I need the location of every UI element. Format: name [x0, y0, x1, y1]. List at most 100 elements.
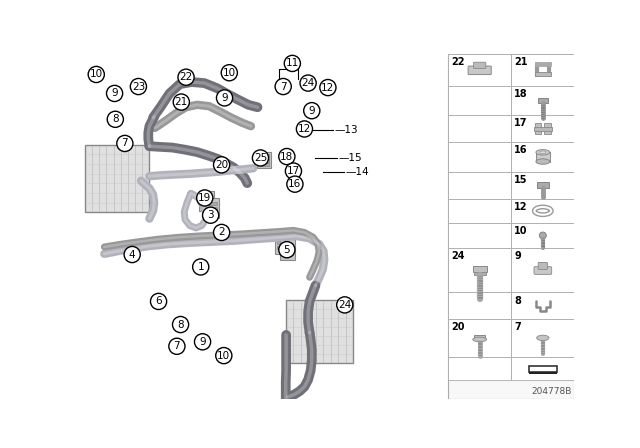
Text: 24: 24: [451, 251, 465, 261]
Bar: [535, 72, 550, 76]
Bar: [448, 172, 511, 198]
Circle shape: [296, 121, 312, 137]
Bar: [206, 207, 217, 210]
Bar: [535, 124, 541, 134]
Bar: [285, 300, 353, 363]
Bar: [448, 357, 511, 380]
Bar: [448, 54, 511, 86]
Circle shape: [169, 338, 185, 354]
Text: 7: 7: [280, 82, 287, 91]
Text: 15: 15: [515, 175, 528, 185]
Text: 12: 12: [321, 82, 335, 93]
Text: 7: 7: [173, 341, 180, 351]
Text: 10: 10: [90, 69, 103, 79]
Bar: [545, 124, 550, 134]
Bar: [538, 99, 548, 103]
Bar: [448, 54, 575, 399]
Bar: [201, 195, 212, 198]
Circle shape: [150, 293, 166, 310]
Circle shape: [173, 94, 189, 110]
Bar: [474, 335, 485, 340]
Circle shape: [252, 150, 269, 166]
Text: 3: 3: [207, 210, 214, 220]
Bar: [536, 152, 550, 162]
Text: 9: 9: [111, 88, 118, 99]
Bar: [511, 198, 575, 223]
Circle shape: [320, 79, 336, 96]
Text: 17: 17: [515, 118, 528, 129]
Circle shape: [202, 207, 219, 223]
Text: 10: 10: [515, 226, 528, 236]
Circle shape: [300, 75, 316, 91]
Bar: [511, 357, 575, 380]
Bar: [448, 198, 511, 223]
Text: 7: 7: [515, 322, 521, 332]
Text: —15: —15: [339, 153, 362, 163]
Bar: [448, 293, 511, 319]
Circle shape: [108, 111, 124, 127]
Text: 1: 1: [197, 262, 204, 272]
Bar: [511, 86, 575, 116]
Bar: [511, 319, 575, 357]
Bar: [277, 246, 288, 249]
Text: 8: 8: [515, 296, 521, 306]
Circle shape: [214, 224, 230, 241]
FancyBboxPatch shape: [474, 62, 486, 69]
Text: 12: 12: [298, 124, 311, 134]
Bar: [206, 202, 217, 205]
Text: 22: 22: [179, 72, 193, 82]
FancyBboxPatch shape: [538, 263, 547, 269]
Bar: [201, 200, 212, 203]
Text: —14: —14: [346, 167, 369, 177]
Ellipse shape: [536, 150, 550, 155]
Text: 204778B: 204778B: [531, 387, 572, 396]
Bar: [282, 252, 293, 255]
Ellipse shape: [536, 159, 550, 164]
Circle shape: [284, 56, 300, 72]
Ellipse shape: [473, 337, 486, 342]
Bar: [474, 272, 486, 275]
Bar: [86, 145, 148, 212]
Bar: [529, 372, 557, 374]
Text: 12: 12: [515, 202, 528, 211]
Circle shape: [124, 246, 140, 263]
Text: 21: 21: [175, 97, 188, 107]
Bar: [511, 142, 575, 172]
Text: 10: 10: [223, 68, 236, 78]
Bar: [448, 116, 511, 142]
Text: 8: 8: [177, 319, 184, 330]
Text: 23: 23: [132, 82, 145, 91]
Circle shape: [216, 348, 232, 364]
Bar: [534, 127, 552, 131]
Circle shape: [195, 334, 211, 350]
Circle shape: [116, 135, 133, 151]
Text: 5: 5: [284, 245, 290, 255]
Circle shape: [178, 69, 194, 85]
Bar: [81, 54, 448, 399]
Bar: [259, 163, 269, 166]
Bar: [511, 172, 575, 198]
Text: 9: 9: [199, 337, 206, 347]
Ellipse shape: [540, 151, 546, 154]
Text: 16: 16: [288, 179, 301, 189]
Text: 20: 20: [451, 322, 465, 332]
Circle shape: [172, 316, 189, 332]
Text: 7: 7: [122, 138, 128, 148]
Text: 21: 21: [515, 57, 528, 67]
Text: 17: 17: [287, 166, 300, 176]
Circle shape: [275, 78, 291, 95]
Text: 6: 6: [156, 297, 162, 306]
Circle shape: [193, 259, 209, 275]
Circle shape: [88, 66, 104, 82]
Text: 9: 9: [221, 93, 228, 103]
Bar: [282, 247, 293, 250]
Circle shape: [106, 86, 123, 102]
Bar: [473, 266, 486, 272]
Bar: [275, 231, 290, 254]
Bar: [511, 248, 575, 293]
Text: 9: 9: [308, 106, 315, 116]
Bar: [448, 248, 511, 293]
Text: 18: 18: [515, 89, 528, 99]
FancyBboxPatch shape: [468, 66, 492, 74]
Text: 9: 9: [515, 251, 521, 261]
